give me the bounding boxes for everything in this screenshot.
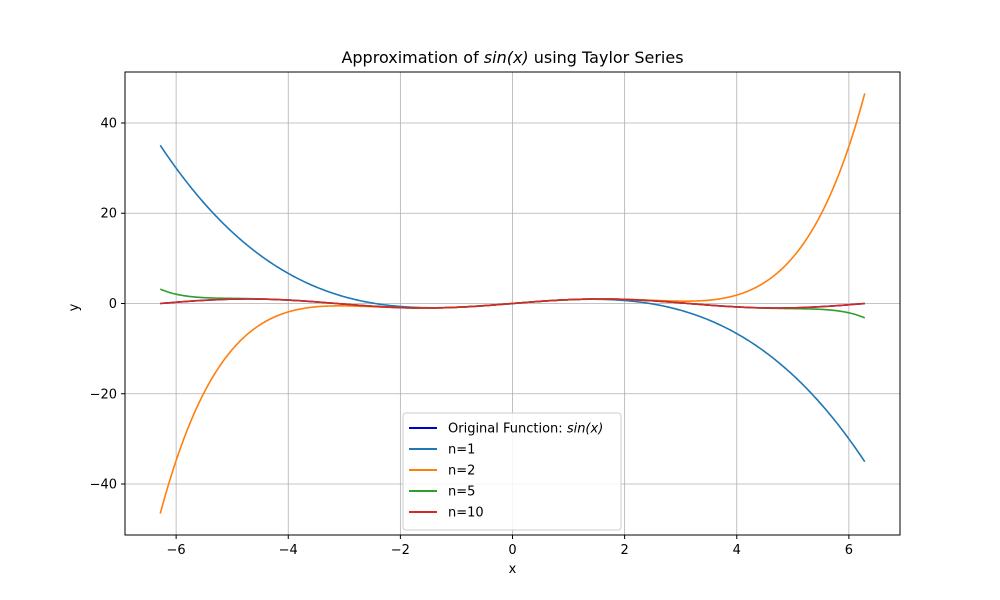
- y-tick-label: 0: [109, 297, 117, 312]
- y-axis-label: y: [67, 303, 82, 311]
- x-tick-label: −2: [391, 543, 410, 558]
- y-tick-label: −20: [90, 387, 117, 402]
- chart-title-math: sin(x): [484, 48, 529, 67]
- chart-title-suffix: using Taylor Series: [529, 48, 684, 67]
- x-tick-label: −6: [167, 543, 186, 558]
- x-axis-label: x: [509, 562, 517, 577]
- y-tick-label: −40: [90, 478, 117, 493]
- x-tick-label: 2: [620, 543, 628, 558]
- plot-series: [159, 93, 866, 514]
- x-tick-label: 6: [845, 543, 853, 558]
- chart-title-prefix: Approximation of: [341, 48, 483, 67]
- chart-legend: Original Function: sin(x) n=1 n=2 n=5 n=10: [402, 412, 622, 531]
- y-tick-label: 20: [100, 207, 117, 222]
- series-line-n-10: [160, 298, 865, 309]
- chart-title: Approximation of sin(x) using Taylor Ser…: [341, 48, 683, 67]
- legend-box: [402, 412, 622, 531]
- legend-entry-label: n=2: [448, 464, 475, 479]
- legend-entry-label: n=1: [448, 443, 475, 458]
- legend-entry-label: n=5: [448, 485, 475, 500]
- x-tick-label: 0: [508, 543, 516, 558]
- y-tick-label: 40: [100, 116, 117, 131]
- x-tick-label: −4: [279, 543, 298, 558]
- x-tick-label: 4: [733, 543, 741, 558]
- legend-entry-label: n=10: [448, 506, 484, 521]
- legend-entry-label: Original Function: sin(x): [448, 422, 603, 437]
